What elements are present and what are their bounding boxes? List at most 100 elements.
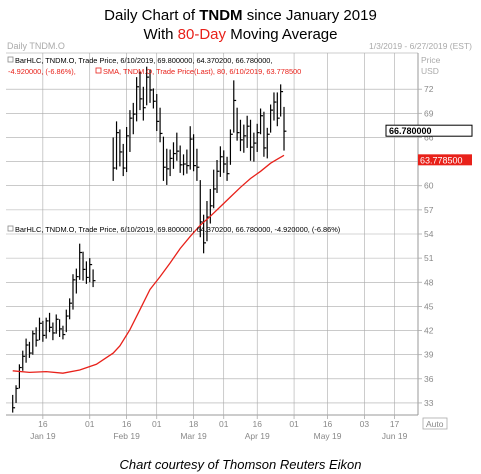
price-bar [169, 149, 173, 177]
y-tick-label: 57 [424, 205, 434, 215]
price-bar [280, 84, 284, 117]
price-bar [112, 137, 116, 181]
sma-value-label: 63.778500 [418, 154, 472, 166]
price-bar [15, 385, 19, 403]
price-bar [256, 123, 260, 152]
price-bar [176, 132, 180, 161]
chart-symbol: Daily TNDM.O [7, 41, 65, 51]
price-bar [92, 269, 96, 288]
legend-sma-text: SMA, TNDM.O, Trade Price(Last), 80, 6/10… [103, 67, 301, 76]
title-prefix: Daily Chart of [104, 7, 200, 24]
x-tick-label: 17 [390, 419, 400, 429]
title-ticker: TNDM [199, 7, 243, 24]
price-bar [263, 111, 267, 157]
auto-scale-toggle[interactable]: Auto [422, 417, 448, 430]
price-bar [152, 88, 156, 109]
price-bar [18, 364, 22, 389]
subtitle-highlight: 80-Day [177, 26, 227, 43]
price-bar [132, 102, 136, 135]
price-bar [182, 154, 186, 176]
price-bar [82, 251, 86, 281]
price-bar [172, 142, 176, 169]
price-bar [146, 66, 150, 106]
legend-sma-swatch [95, 67, 102, 74]
price-bar [89, 258, 93, 283]
price-bar [119, 129, 123, 167]
price-bar [25, 338, 29, 363]
price-bar [159, 107, 163, 143]
x-month-label: Mar 19 [180, 431, 207, 441]
price-bar [229, 129, 233, 165]
price-bar [206, 201, 210, 242]
price-bar [233, 80, 237, 133]
x-tick-label: 03 [360, 419, 370, 429]
x-tick-label: 01 [152, 419, 162, 429]
lower-legend-text: BarHLC, TNDM.O, Trade Price, 6/10/2019, … [15, 225, 340, 234]
lower-legend-swatch [7, 225, 14, 232]
price-bar [226, 156, 230, 181]
price-bar [196, 148, 200, 181]
auto-scale-box[interactable] [422, 417, 448, 430]
x-tick-label: 16 [252, 419, 262, 429]
x-month-label: May 19 [314, 431, 342, 441]
price-bar [273, 92, 277, 121]
x-month-label: Feb 19 [113, 431, 140, 441]
x-month-label: Jan 19 [30, 431, 56, 441]
price-bar [32, 330, 36, 355]
price-bar [199, 180, 203, 238]
y-tick-label: 39 [424, 350, 434, 360]
price-bar [38, 317, 42, 341]
legend-bar-swatch [7, 56, 14, 63]
date-axis: 16 Jan 19 01 16 Feb 19 01 18 Mar 19 01 16 Apr 19 01… [30, 415, 408, 441]
price-bar [149, 69, 153, 103]
x-month-label: Jun 19 [382, 431, 408, 441]
price-bar [253, 132, 257, 162]
price-bar [115, 121, 119, 170]
y-tick-label: 72 [424, 84, 434, 94]
subtitle-prefix: With [143, 26, 178, 43]
price-bar [243, 124, 247, 153]
price-bar [223, 150, 227, 173]
price-bar [62, 325, 66, 340]
price-bar [22, 350, 26, 371]
price-bar [283, 106, 287, 151]
price-bar [69, 298, 73, 320]
chart-date-range: 1/3/2019 - 6/27/2019 (EST) [369, 41, 472, 51]
x-tick-label: 18 [189, 419, 199, 429]
auto-scale-label[interactable]: Auto [426, 419, 444, 429]
price-bar [122, 143, 126, 177]
legend-line2: -4.920000, (-6.86%), [8, 67, 76, 76]
price-bar [239, 119, 243, 152]
price-bar [136, 77, 140, 122]
price-bar [276, 92, 280, 127]
price-bar [58, 319, 62, 337]
price-bar [236, 107, 240, 141]
grid [6, 53, 418, 415]
y-tick-label: 60 [424, 181, 434, 191]
price-bar [129, 110, 133, 152]
price-bar [79, 243, 83, 280]
price-bar [45, 317, 49, 339]
price-bar [52, 322, 56, 341]
y-tick-label: 42 [424, 326, 434, 336]
price-bars [12, 66, 287, 413]
price-bar [85, 261, 89, 284]
price-bar [162, 136, 166, 181]
price-bar [72, 274, 76, 310]
x-tick-label: 01 [289, 419, 299, 429]
price-bar [179, 145, 183, 173]
x-month-label: Apr 19 [245, 431, 270, 441]
price-bar [266, 127, 270, 159]
price-bar [216, 159, 220, 193]
chart-title-line2: With 80-Day Moving Average [0, 26, 481, 43]
price-bar [139, 71, 143, 111]
price-bar [42, 320, 46, 342]
x-tick-label: 16 [122, 419, 132, 429]
y-tick-label: 69 [424, 108, 434, 118]
y-tick-label: 48 [424, 277, 434, 287]
price-bar [249, 119, 253, 161]
price-bar [209, 188, 213, 224]
y-tick-label: 54 [424, 229, 434, 239]
price-bar [142, 86, 146, 121]
price-bar [55, 314, 59, 334]
